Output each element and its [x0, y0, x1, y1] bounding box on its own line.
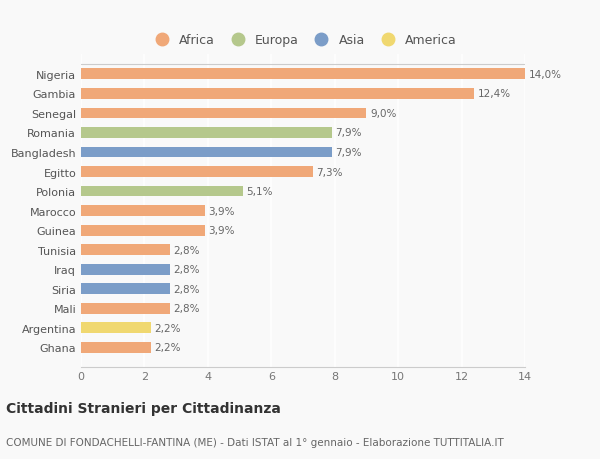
Text: 7,9%: 7,9% — [335, 128, 362, 138]
Legend: Africa, Europa, Asia, America: Africa, Europa, Asia, America — [145, 30, 461, 50]
Text: 7,3%: 7,3% — [316, 167, 343, 177]
Text: 12,4%: 12,4% — [478, 89, 511, 99]
Text: 7,9%: 7,9% — [335, 148, 362, 157]
Bar — [81, 206, 205, 217]
Bar — [81, 264, 170, 275]
Text: COMUNE DI FONDACHELLI-FANTINA (ME) - Dati ISTAT al 1° gennaio - Elaborazione TUT: COMUNE DI FONDACHELLI-FANTINA (ME) - Dat… — [6, 437, 504, 448]
Text: Cittadini Stranieri per Cittadinanza: Cittadini Stranieri per Cittadinanza — [6, 402, 281, 415]
Text: 3,9%: 3,9% — [208, 206, 235, 216]
Bar — [81, 303, 170, 314]
Text: 2,8%: 2,8% — [173, 284, 200, 294]
Text: 14,0%: 14,0% — [529, 70, 562, 79]
Bar — [81, 89, 474, 100]
Bar — [81, 323, 151, 334]
Bar — [81, 186, 243, 197]
Bar — [81, 284, 170, 295]
Text: 2,2%: 2,2% — [155, 323, 181, 333]
Text: 9,0%: 9,0% — [370, 109, 397, 118]
Bar — [81, 225, 205, 236]
Bar — [81, 69, 525, 80]
Text: 3,9%: 3,9% — [208, 226, 235, 235]
Bar — [81, 245, 170, 256]
Bar — [81, 167, 313, 178]
Text: 2,8%: 2,8% — [173, 304, 200, 313]
Text: 2,8%: 2,8% — [173, 245, 200, 255]
Text: 5,1%: 5,1% — [247, 187, 273, 196]
Text: 2,8%: 2,8% — [173, 265, 200, 274]
Bar — [81, 108, 367, 119]
Bar — [81, 342, 151, 353]
Bar — [81, 147, 332, 158]
Text: 2,2%: 2,2% — [155, 343, 181, 353]
Bar — [81, 128, 332, 139]
